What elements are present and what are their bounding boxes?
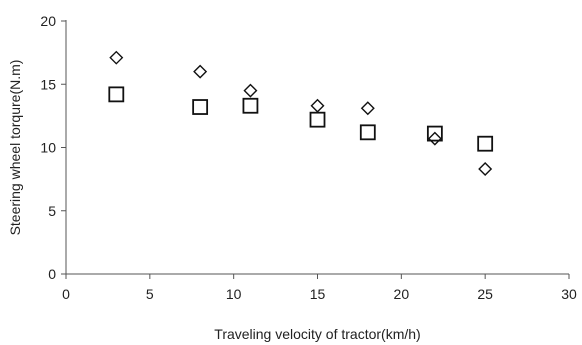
x-tick-label: 20	[394, 286, 410, 302]
square-point	[359, 124, 376, 141]
y-tick-label: 5	[48, 203, 56, 219]
y-tick-label: 20	[40, 13, 56, 29]
diamond-point	[360, 101, 375, 116]
diamond-point	[193, 64, 208, 79]
axis-ticks: 0 5 10 15 20 25 30 0 5 10 15 20	[40, 13, 577, 302]
y-tick-label: 0	[48, 266, 56, 282]
series-diamond	[109, 50, 493, 176]
series-square	[108, 86, 494, 152]
y-axis-title: Steering wheel torqure(N.m)	[7, 60, 23, 236]
y-tick-label: 10	[40, 140, 56, 156]
y-tick-label: 15	[40, 76, 56, 92]
x-tick-label: 0	[62, 286, 70, 302]
x-tick-label: 5	[146, 286, 154, 302]
square-point	[192, 99, 209, 115]
x-tick-label: 30	[561, 286, 577, 302]
diamond-point	[427, 131, 442, 146]
square-point	[242, 97, 259, 114]
square-point	[477, 135, 494, 152]
x-tick-label: 25	[477, 286, 493, 302]
x-tick-label: 10	[226, 286, 242, 302]
data-points	[108, 50, 494, 176]
diamond-point	[310, 98, 325, 113]
diamond-point	[109, 50, 124, 65]
x-axis-title: Traveling velocity of tractor(km/h)	[214, 326, 420, 342]
square-point	[108, 86, 125, 103]
square-point	[309, 111, 326, 128]
axes	[65, 20, 569, 275]
square-point	[426, 125, 443, 142]
diamond-point	[478, 162, 493, 176]
diamond-point	[243, 83, 258, 98]
x-tick-label: 15	[310, 286, 326, 302]
